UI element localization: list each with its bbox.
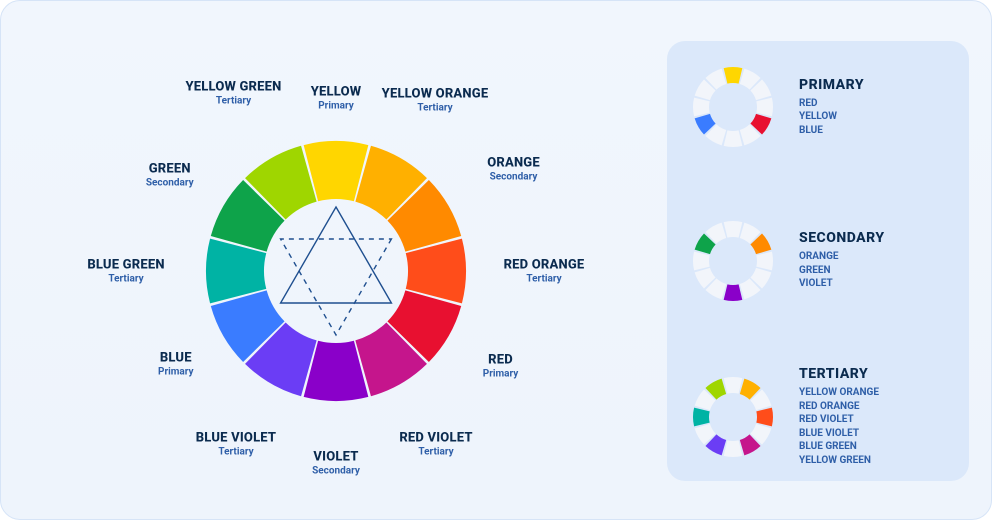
label-name: BLUE xyxy=(158,350,194,365)
mini-slice-violet xyxy=(724,440,743,457)
label-type: Primary xyxy=(311,101,362,112)
legend-row-tertiary: TERTIARY YELLOW ORANGERED ORANGERED VIOLE… xyxy=(685,366,951,467)
mini-slice-violet xyxy=(724,284,743,301)
mini-slice-blue-green xyxy=(693,251,710,270)
label-violet: VIOLETSecondary xyxy=(312,450,360,477)
mini-wheel-secondary xyxy=(685,213,781,309)
label-type: Secondary xyxy=(487,171,540,182)
label-name: VIOLET xyxy=(312,450,360,465)
label-blue: BLUEPrimary xyxy=(158,350,194,377)
mini-slice-yellow xyxy=(724,221,743,238)
label-type: Tertiary xyxy=(196,447,277,458)
legend-list: REDYELLOWBLUE xyxy=(799,97,951,138)
mini-slice-yellow xyxy=(724,377,743,394)
label-name: BLUE VIOLET xyxy=(196,431,277,446)
legend-item: BLUE GREEN xyxy=(799,440,951,454)
color-wheel-infographic: YELLOWPrimaryYELLOW ORANGETertiaryORANGE… xyxy=(0,0,992,520)
legend-item: YELLOW xyxy=(799,110,951,124)
mini-slice-red-orange xyxy=(756,251,773,270)
label-type: Tertiary xyxy=(504,274,585,285)
label-type: Tertiary xyxy=(399,447,472,458)
label-name: YELLOW GREEN xyxy=(185,80,281,95)
label-blue-violet: BLUE VIOLETTertiary xyxy=(196,431,277,458)
legend-item: BLUE VIOLET xyxy=(799,427,951,441)
legend-row-secondary: SECONDARY ORANGEGREENVIOLET xyxy=(685,213,951,309)
label-type: Primary xyxy=(158,366,194,377)
legend-row-primary: PRIMARY REDYELLOWBLUE xyxy=(685,59,951,155)
label-type: Primary xyxy=(483,369,519,380)
mini-slice-red-orange xyxy=(756,407,773,426)
legend-item: GREEN xyxy=(799,264,951,278)
label-blue-green: BLUE GREENTertiary xyxy=(87,258,164,285)
primary-triangle xyxy=(281,207,392,303)
legend-item: RED xyxy=(799,97,951,111)
label-name: YELLOW xyxy=(311,85,362,100)
mini-wheel-tertiary xyxy=(685,369,781,465)
legend-text: PRIMARY REDYELLOWBLUE xyxy=(799,77,951,138)
mini-slice-red-orange xyxy=(756,98,773,117)
mini-slice-blue-green xyxy=(693,98,710,117)
label-red: REDPrimary xyxy=(483,353,519,380)
mini-slice-yellow xyxy=(724,67,743,84)
label-name: ORANGE xyxy=(487,155,540,170)
legend-title: SECONDARY xyxy=(799,230,951,246)
legend-item: YELLOW GREEN xyxy=(799,454,951,468)
label-name: BLUE GREEN xyxy=(87,258,164,273)
label-yellow-green: YELLOW GREENTertiary xyxy=(185,80,281,107)
legend-item: ORANGE xyxy=(799,250,951,264)
label-type: Secondary xyxy=(146,178,194,189)
label-name: RED xyxy=(483,353,519,368)
label-red-violet: RED VIOLETTertiary xyxy=(399,431,472,458)
legend-list: YELLOW ORANGERED ORANGERED VIOLETBLUE VI… xyxy=(799,386,951,467)
mini-slice-violet xyxy=(724,130,743,147)
legend-item: RED ORANGE xyxy=(799,400,951,414)
legend-text: TERTIARY YELLOW ORANGERED ORANGERED VIOLE… xyxy=(799,366,951,467)
label-yellow-orange: YELLOW ORANGETertiary xyxy=(382,86,489,113)
label-name: RED VIOLET xyxy=(399,431,472,446)
legend-title: TERTIARY xyxy=(799,366,951,382)
label-type: Tertiary xyxy=(87,274,164,285)
mini-wheel-primary xyxy=(685,59,781,155)
label-name: YELLOW ORANGE xyxy=(382,86,489,101)
mini-slice-blue-green xyxy=(693,407,710,426)
label-orange: ORANGESecondary xyxy=(487,155,540,182)
label-green: GREENSecondary xyxy=(146,162,194,189)
label-red-orange: RED ORANGETertiary xyxy=(504,258,585,285)
main-color-wheel: YELLOWPrimaryYELLOW ORANGETertiaryORANGE… xyxy=(31,11,641,511)
legend-text: SECONDARY ORANGEGREENVIOLET xyxy=(799,230,951,291)
legend-item: RED VIOLET xyxy=(799,413,951,427)
legend-item: VIOLET xyxy=(799,277,951,291)
label-yellow: YELLOWPrimary xyxy=(311,85,362,112)
secondary-triangle xyxy=(281,239,392,335)
legend-item: YELLOW ORANGE xyxy=(799,386,951,400)
label-name: GREEN xyxy=(146,162,194,177)
label-type: Tertiary xyxy=(382,102,489,113)
label-type: Tertiary xyxy=(185,96,281,107)
legend-item: BLUE xyxy=(799,124,951,138)
label-name: RED ORANGE xyxy=(504,258,585,273)
legend-title: PRIMARY xyxy=(799,77,951,93)
label-type: Secondary xyxy=(312,466,360,477)
legend-panel: PRIMARY REDYELLOWBLUE SECONDARY ORANGEGREEN… xyxy=(667,41,969,481)
legend-list: ORANGEGREENVIOLET xyxy=(799,250,951,291)
